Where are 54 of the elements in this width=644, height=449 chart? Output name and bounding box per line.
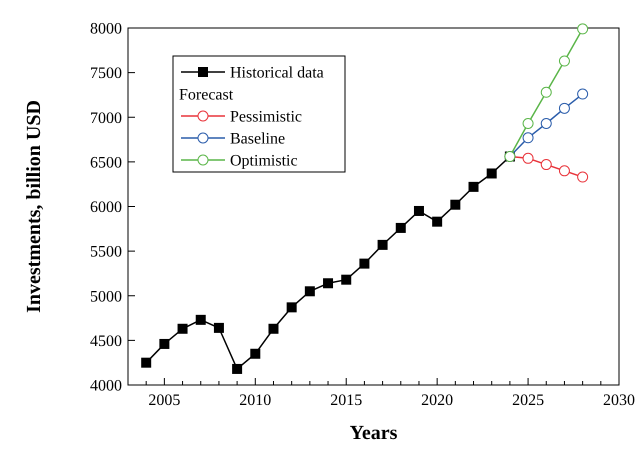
point <box>341 274 352 285</box>
point <box>214 322 224 333</box>
point <box>178 324 188 334</box>
point <box>268 324 278 334</box>
x-tick-label: 2010 <box>239 392 272 409</box>
x-tick-label: 2030 <box>603 392 635 409</box>
y-tick-label: 4500 <box>90 332 122 350</box>
point <box>522 118 534 129</box>
point <box>232 364 242 374</box>
legend-label: Historical data <box>230 64 324 82</box>
point <box>558 102 570 114</box>
point <box>414 206 424 216</box>
point <box>540 159 552 170</box>
point <box>450 200 460 210</box>
legend-title: Forecast <box>179 86 234 104</box>
legend-label: Baseline <box>230 130 286 148</box>
point <box>159 338 170 349</box>
point <box>396 222 406 233</box>
point <box>522 152 534 164</box>
y-tick-label: 5000 <box>90 288 122 306</box>
y-tick-label: 4000 <box>90 378 122 395</box>
point <box>359 258 370 269</box>
point <box>304 286 315 296</box>
legend-label: Optimistic <box>230 152 298 170</box>
point <box>432 216 442 227</box>
point <box>196 314 206 325</box>
y-tick-label: 7000 <box>90 110 122 127</box>
y-tick-label: 6000 <box>90 199 122 216</box>
x-tick-label: 2015 <box>330 392 362 409</box>
y-tick-label: 6500 <box>90 154 122 172</box>
point <box>522 132 534 144</box>
point <box>540 86 552 98</box>
point <box>558 165 570 176</box>
point <box>141 358 152 368</box>
point <box>468 182 479 192</box>
point <box>540 118 552 129</box>
point <box>378 240 388 250</box>
point <box>558 56 570 67</box>
point <box>323 278 334 288</box>
y-axis-title: Investments, billion USD <box>23 100 45 313</box>
y-tick-label: 8000 <box>90 20 122 38</box>
point <box>286 302 297 312</box>
point <box>577 172 588 183</box>
x-tick-label: 2005 <box>148 392 180 409</box>
legend-label: Pessimistic <box>230 108 302 126</box>
x-axis-title: Years <box>350 422 398 444</box>
x-tick-label: 2020 <box>421 392 454 409</box>
point <box>486 168 497 178</box>
point <box>577 23 588 34</box>
x-tick-label: 2025 <box>512 392 544 409</box>
point <box>250 348 260 359</box>
y-tick-label: 5500 <box>90 244 122 261</box>
point <box>577 88 588 100</box>
y-tick-label: 7500 <box>90 65 122 82</box>
